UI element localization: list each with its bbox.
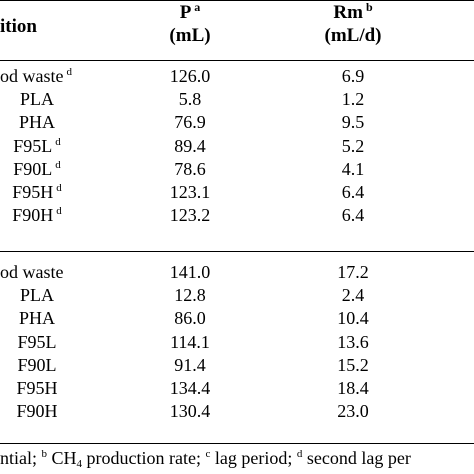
row-composition-sup: d (56, 205, 62, 218)
header-rm: Rm b (mL/d) (293, 0, 413, 47)
footnote: ntial; b CH4 production rate; c lag peri… (0, 447, 411, 472)
footnote-sub-4: 4 (76, 458, 83, 470)
row-rm-value: 13.6 (337, 331, 369, 352)
row-composition-label: PHA (18, 112, 55, 133)
row-composition: F90L (0, 355, 74, 375)
row-composition-label: F95H (12, 182, 54, 202)
row-rm-value: 1.2 (341, 89, 365, 110)
row-composition-label: od waste (0, 66, 64, 86)
row-composition-label: PLA (19, 285, 54, 306)
footnote-part2: CH (47, 448, 77, 468)
footnote-sup-c: c (205, 448, 211, 460)
row-composition-sup: d (55, 135, 61, 148)
row-p-value: 78.6 (174, 158, 206, 179)
row-composition-sup: d (66, 66, 72, 78)
row-rm-value: 9.5 (341, 112, 365, 133)
row-composition: PLA (0, 285, 74, 305)
footnote-sup-d: d (296, 448, 303, 460)
row-rm-value: 23.0 (337, 401, 369, 422)
header-p-sup: a (194, 0, 201, 14)
row-composition-label: PHA (18, 308, 55, 329)
header-rm-sup: b (365, 0, 373, 14)
footnote-part5: second lag per (302, 448, 411, 468)
row-composition: PHA (0, 112, 74, 132)
row-composition: F90L d (0, 159, 74, 182)
footnote-part3: production rate; (82, 448, 206, 468)
row-composition: F95L d (0, 136, 74, 159)
table-bottom-rule (0, 443, 474, 444)
row-composition: F90H d (0, 205, 74, 228)
header-composition: ition (0, 16, 37, 38)
row-p-value: 5.8 (178, 89, 202, 110)
row-composition-label: F95L (13, 135, 53, 156)
row-composition-label: F95H (16, 378, 58, 398)
row-p-value: 123.1 (169, 182, 211, 202)
row-p-value: 141.0 (169, 262, 211, 282)
row-composition-label: F90L (17, 354, 57, 375)
row-composition-label: od waste (0, 262, 64, 282)
footnote-part1: ntial; (0, 448, 42, 468)
header-bottom-rule (0, 60, 474, 61)
group-divider-rule (0, 251, 474, 252)
row-rm-value: 5.2 (341, 135, 365, 156)
row-composition-label: F90H (12, 205, 54, 226)
row-p-value: 91.4 (174, 354, 206, 375)
row-composition: PLA (0, 89, 74, 109)
row-rm-value: 6.9 (341, 66, 365, 86)
row-composition-label: F90H (16, 401, 58, 422)
row-rm-value: 10.4 (337, 308, 369, 329)
row-composition-sup: d (55, 158, 61, 171)
row-p-value: 126.0 (169, 66, 211, 86)
header-top-rule (0, 0, 474, 1)
row-rm-value: 6.4 (341, 182, 365, 202)
row-composition: F95H (0, 378, 74, 398)
row-p-value: 12.8 (174, 285, 206, 306)
header-p-unit: (mL) (169, 25, 211, 46)
row-rm-value: 15.2 (337, 354, 369, 375)
row-composition: od waste (0, 262, 63, 282)
row-composition: PHA (0, 308, 74, 328)
row-rm-value: 17.2 (337, 262, 369, 282)
row-p-value: 86.0 (174, 308, 206, 329)
row-p-value: 134.4 (169, 378, 211, 398)
header-p-label: P (179, 2, 192, 23)
row-rm-value: 18.4 (337, 378, 369, 398)
footnote-sup-b: b (41, 448, 48, 460)
row-composition-sup: d (56, 182, 62, 194)
row-composition: F95H d (0, 182, 74, 205)
row-composition: F95L (0, 332, 74, 352)
row-p-value: 76.9 (174, 112, 206, 133)
row-composition-label: F90L (13, 158, 53, 179)
row-rm-value: 6.4 (341, 205, 365, 226)
header-col1-label: ition (0, 16, 37, 37)
row-rm-value: 2.4 (341, 285, 365, 306)
row-p-value: 123.2 (169, 205, 211, 226)
footnote-part4: lag period; (210, 448, 297, 468)
header-rm-unit: (mL/d) (324, 25, 382, 46)
row-p-value: 130.4 (169, 401, 211, 422)
row-p-value: 89.4 (174, 135, 206, 156)
header-rm-label: Rm (333, 2, 363, 23)
row-rm-value: 4.1 (341, 158, 365, 179)
row-p-value: 114.1 (170, 331, 210, 352)
row-composition: F90H (0, 401, 74, 421)
row-composition: od waste d (0, 66, 72, 89)
row-composition-label: PLA (19, 89, 54, 110)
row-composition-label: F95L (17, 331, 57, 352)
